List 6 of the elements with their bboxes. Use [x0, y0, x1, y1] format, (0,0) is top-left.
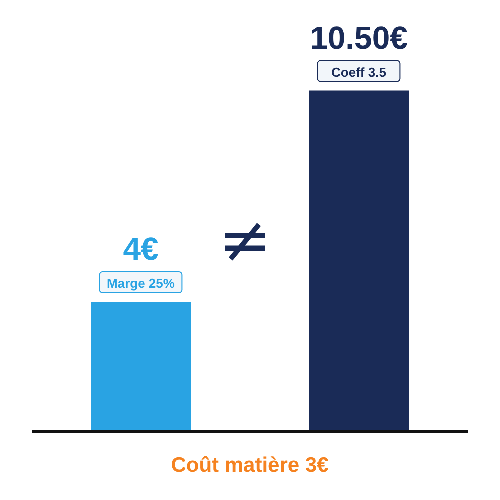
data-label: 4€: [123, 231, 159, 268]
annotation: ≠: [217, 204, 273, 278]
annotation: Marge 25%: [107, 276, 176, 292]
data-label: 10.50€: [310, 20, 408, 56]
x-axis-title: Coût matière 3€: [171, 454, 330, 477]
text: Coeff 3.5: [332, 64, 386, 80]
